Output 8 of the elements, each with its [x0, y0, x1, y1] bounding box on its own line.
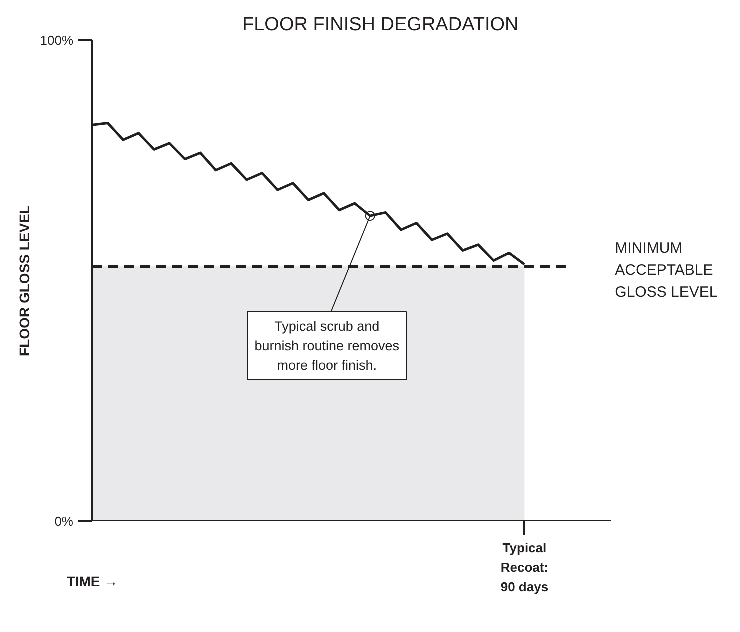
annotation: Typical scrub and burnish routine removes more floor finish.	[254, 318, 400, 373]
ref-line-label: MINIMUM ACCEPTABLE GLOSS LEVEL	[615, 240, 718, 302]
y-tick-label: 0%	[54, 514, 74, 529]
text: Typical Recoat: 90 days	[500, 540, 549, 594]
x-axis-title: TIME →	[66, 574, 118, 590]
y-axis-title: FLOOR GLOSS LEVEL	[16, 205, 32, 356]
chart-title: FLOOR FINISH DEGRADATION	[242, 14, 519, 36]
y-tick-label: 100%	[40, 33, 74, 48]
